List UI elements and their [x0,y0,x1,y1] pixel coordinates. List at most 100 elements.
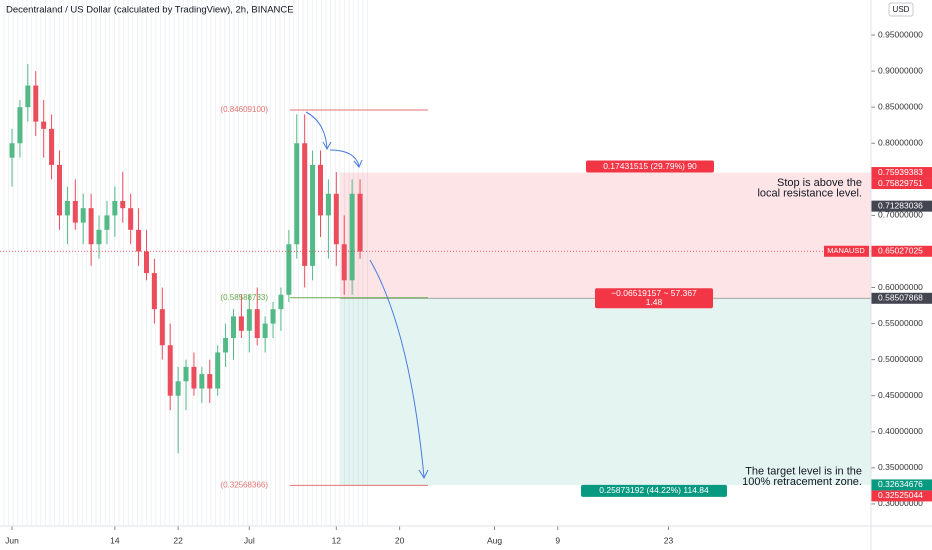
candle-body [215,352,221,389]
arrow [369,259,425,478]
candle-body [136,229,142,252]
candle-body [317,164,323,216]
candle-body [96,229,102,245]
candle-body [325,193,331,216]
currency[interactable]: USD [893,5,910,14]
candle-body [175,381,181,396]
chart-title: Decentraland / US Dollar (calculated by … [6,5,294,16]
candle-body [238,316,244,331]
x-tick-label: 9 [555,535,560,545]
arrow [305,111,328,149]
level-label: (0.84609100) [220,105,268,114]
session-lines [3,0,368,526]
candle-body [25,85,31,108]
y-tick-label: 0.95000000 [878,29,923,39]
x-tick-label: 12 [332,535,342,545]
y-tick-label: 0.50000000 [878,354,923,364]
target-label-box [581,484,727,497]
note: The target level is in the [745,465,862,477]
y-tick-label: 0.45000000 [878,390,923,400]
price-label: 0.58507868 [878,293,923,303]
candle-body [246,309,252,331]
candle-body [357,193,363,252]
target-label: 0.25873192 (44.22%) 114.84 [599,485,709,495]
note: Stop is above the [777,177,862,189]
y-tick-label: 0.90000000 [878,65,923,75]
symbol-box [824,245,869,257]
candle-body [104,215,110,230]
candle-body [167,345,173,396]
arrow [329,149,360,167]
candle-body [80,208,86,223]
price-label: 0.71283036 [878,200,923,210]
candle-body [199,374,205,389]
candle-body [278,294,284,310]
x-tick-label: 14 [110,535,120,545]
candle-body [341,244,347,281]
price-label-box [871,178,932,190]
y-tick-label: 0.80000000 [878,138,923,148]
arrow-head [322,141,332,151]
candle-body [56,164,62,216]
candle-body [159,309,165,346]
candle-body [310,164,316,266]
level-label: (0.32568366) [220,481,268,490]
note: 100% retracement zone. [742,476,862,488]
candle-body [207,374,213,389]
candle-body [254,309,260,339]
entry-label: −0.06519157 ~ 57.367 [611,288,697,298]
symbol-label: MANAUSD [827,246,865,255]
y-tick-label: 0.30000000 [878,498,923,508]
candle-body [349,193,355,281]
price-label-box [871,245,932,257]
price-label-box [871,490,932,502]
y-tick-label: 0.85000000 [878,101,923,111]
entry-label-box [595,288,713,309]
price-label: 0.32634676 [878,479,923,489]
x-tick-label: 20 [395,535,405,545]
stop-label: 0.17431515 (29.79%) 90 [603,161,697,171]
candle-body [286,244,292,295]
x-tick-label: 23 [664,535,674,545]
note: local resistance level. [757,187,862,199]
candle-body [17,107,23,144]
price-label: 0.32525044 [878,490,923,500]
candle-body [294,143,300,245]
x-tick-label: 22 [173,535,183,545]
y-tick-label: 0.40000000 [878,426,923,436]
x-tick-label: Jun [5,535,19,545]
x-tick-label: Jul [244,535,255,545]
candle-body [191,366,197,389]
target-zone [340,298,871,485]
candle-body [41,121,47,129]
arrow-head [353,159,363,168]
y-tick-label: 0.35000000 [878,462,923,472]
y-tick-label: 0.60000000 [878,282,923,292]
candle-body [9,143,15,158]
position-zones [340,172,871,485]
candle-body [112,200,118,216]
candle-body [223,338,229,353]
candle-body [262,323,268,339]
price-label: 0.75829751 [878,178,923,188]
candle-body [64,200,70,216]
price-label: 0.65027025 [878,246,923,256]
price-label-box [871,167,932,179]
plot: 0.30000000 0.35000000 0.40000000 0.45000000… [0,29,932,545]
entry-label: 1.48 [646,297,663,307]
price-label-box [871,479,932,491]
candle-body [333,193,339,245]
arrow-head [418,469,429,480]
candle-body [120,200,126,209]
candle-body [143,251,149,274]
candle-body [302,143,308,266]
x-tick-label: Aug [487,535,502,545]
level-label: (0.58588733) [220,293,268,302]
price-label: 0.75939383 [878,167,923,177]
y-tick-label: 0.70000000 [878,210,923,220]
candle-body [72,200,78,223]
candle-body [270,309,276,324]
currency-button[interactable] [888,2,914,17]
candle-body [151,273,157,310]
